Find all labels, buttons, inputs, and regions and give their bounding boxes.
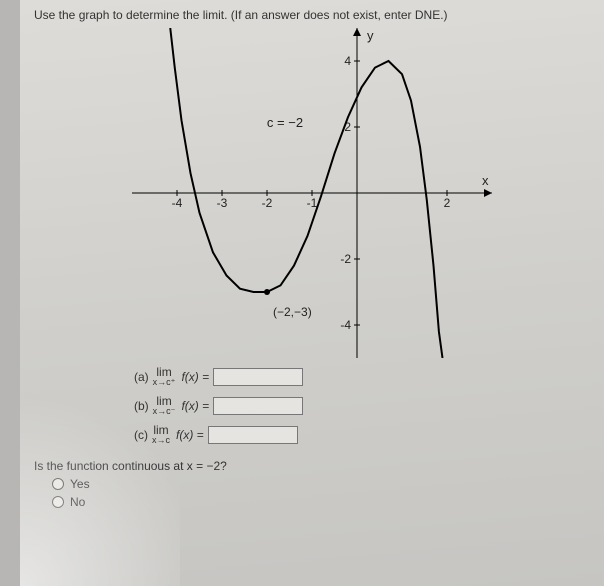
answer-input-c[interactable] — [208, 426, 298, 444]
svg-text:-2: -2 — [340, 252, 351, 266]
svg-text:-2: -2 — [262, 196, 273, 210]
radio-yes[interactable] — [52, 478, 64, 490]
question-text: Use the graph to determine the limit. (I… — [34, 8, 590, 22]
svg-text:x: x — [482, 173, 489, 188]
svg-text:y: y — [367, 28, 374, 43]
answers-block: (a) lim x→c⁺ f(x) = (b) lim x→c⁻ f(x) = … — [134, 366, 590, 445]
part-a-row: (a) lim x→c⁺ f(x) = — [134, 366, 590, 387]
svg-text:4: 4 — [344, 54, 351, 68]
part-b-row: (b) lim x→c⁻ f(x) = — [134, 395, 590, 416]
fx-c: f(x) = — [176, 428, 204, 442]
answer-input-b[interactable] — [213, 397, 303, 415]
radio-no[interactable] — [52, 496, 64, 508]
svg-text:-3: -3 — [217, 196, 228, 210]
limit-graph: -4-3-2-12-4-224 (−2,−3) yxc = −2 — [132, 28, 492, 358]
radio-yes-row[interactable]: Yes — [52, 477, 590, 491]
radio-no-label: No — [70, 495, 85, 509]
part-c-row: (c) lim x→c f(x) = — [134, 424, 590, 445]
svg-text:-4: -4 — [172, 196, 183, 210]
fx-b: f(x) = — [181, 399, 209, 413]
svg-text:(−2,−3): (−2,−3) — [273, 305, 312, 319]
limit-b: lim x→c⁻ — [153, 395, 176, 416]
limit-a: lim x→c⁺ — [153, 366, 176, 387]
continuity-question: Is the function continuous at x = −2? — [34, 459, 590, 473]
part-b-label: (b) — [134, 399, 149, 413]
radio-yes-label: Yes — [70, 477, 90, 491]
answer-input-a[interactable] — [213, 368, 303, 386]
limit-c: lim x→c — [152, 424, 170, 445]
part-a-label: (a) — [134, 370, 149, 384]
worksheet-page: Use the graph to determine the limit. (I… — [20, 0, 604, 586]
fx-a: f(x) = — [181, 370, 209, 384]
graph-container: -4-3-2-12-4-224 (−2,−3) yxc = −2 — [34, 28, 590, 358]
part-c-label: (c) — [134, 428, 148, 442]
svg-text:c = −2: c = −2 — [267, 115, 303, 130]
svg-text:-4: -4 — [340, 318, 351, 332]
radio-no-row[interactable]: No — [52, 495, 590, 509]
svg-text:2: 2 — [444, 196, 451, 210]
